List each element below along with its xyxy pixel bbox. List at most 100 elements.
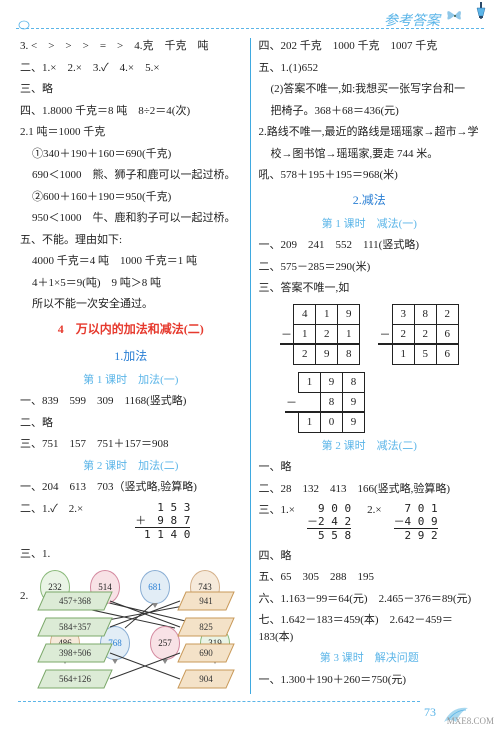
- text-line: 三、751 157 751＋157＝908: [20, 436, 242, 453]
- cell: 6: [436, 344, 458, 364]
- cell: 8: [338, 344, 360, 364]
- text-line: 二、28 132 413 166(竖式略,验算略): [259, 481, 481, 498]
- row: 7 0 1: [394, 502, 438, 515]
- cell: 9: [338, 304, 360, 324]
- page-body: 3. < > > > = > 4.克 千克 吨 二、1.× 2.× 3.✓ 4.…: [20, 38, 480, 694]
- unit-title: 4 万以内的加法和减法(二): [20, 320, 242, 338]
- cell: 8: [414, 304, 436, 324]
- text-line: 五、不能。理由如下:: [20, 232, 242, 249]
- footer-rule: [18, 701, 420, 702]
- subtraction-grid: 382 －226 156: [378, 304, 459, 365]
- lesson-title: 第 1 课时 减法(一): [259, 216, 481, 233]
- cell: [299, 392, 321, 412]
- cell: 9: [316, 344, 338, 364]
- text-line: 所以不能一次安全通过。: [20, 296, 242, 313]
- cell: 9: [343, 392, 365, 412]
- cell: 2: [436, 304, 458, 324]
- cell: 6: [436, 324, 458, 344]
- para-label: 457+368: [59, 596, 92, 606]
- watermark: MXE8.COM: [447, 716, 494, 726]
- text-line: 690＜1000 熊、狮子和鹿可以一起过桥。: [20, 167, 242, 184]
- para-label: 398+506: [59, 648, 92, 658]
- minus-sign: －: [285, 392, 299, 412]
- cell: 2: [414, 324, 436, 344]
- section-title: 2.减法: [259, 191, 481, 209]
- text-line: 4＋1×5＝9(吨) 9 吨＞8 吨: [20, 275, 242, 292]
- cell: 1: [392, 344, 414, 364]
- subtraction-grid: 198 －89 109: [285, 372, 366, 433]
- row: －4 0 9: [394, 515, 438, 528]
- cell: 2: [316, 324, 338, 344]
- lesson-title: 第 3 课时 解决问题: [259, 650, 481, 667]
- text-line: 二、1.× 2.× 3.✓ 4.× 5.×: [20, 60, 242, 77]
- text-line: 七、1.642－183＝459(本) 2.642－459＝183(本): [259, 612, 481, 645]
- lesson-title: 第 2 课时 减法(二): [259, 438, 481, 455]
- row: －2 4 2: [307, 515, 351, 528]
- section-title: 1.加法: [20, 347, 242, 365]
- text-line: 五、1.(1)652: [259, 60, 481, 77]
- addend: 1 5 3: [135, 501, 190, 514]
- para-label: 825: [200, 622, 214, 632]
- cell: 9: [321, 372, 343, 392]
- row: 5 5 8: [307, 528, 351, 542]
- text-line: 二、575－285＝290(米): [259, 259, 481, 276]
- text-line: 二、1.✓ 2.×: [20, 501, 83, 518]
- text-line: 950＜1000 牛、鹿和豹子可以一起过桥。: [20, 210, 242, 227]
- para-label: 584+357: [59, 622, 92, 632]
- text-line: ①340＋190＋160＝690(千克): [20, 146, 242, 163]
- text-line: 二、略: [20, 415, 242, 432]
- row: 2 9 2: [394, 528, 438, 542]
- balloon-match: 232 514 681 743 486 768 257 319: [20, 570, 242, 583]
- right-column: 四、202 千克 1000 千克 1007 千克 五、1.(1)652 (2)答…: [259, 38, 481, 694]
- header-rule: [16, 28, 484, 29]
- para-label: 564+126: [59, 674, 92, 684]
- text-line: 2.路线不唯一,最近的路线是瑶瑶家→超市→学: [259, 124, 481, 141]
- text-line: 六、1.163－99＝64(元) 2.465－376＝89(元): [259, 591, 481, 608]
- cell: 9: [343, 412, 365, 432]
- text-line: 4000 千克＝4 吨 1000 千克＝1 吨: [20, 253, 242, 270]
- text-line: 吼、578＋195＋195＝968(米): [259, 167, 481, 184]
- subtraction-grids: 198 －89 109: [259, 372, 481, 433]
- cell: 8: [321, 392, 343, 412]
- text-line: 把椅子。368＋68＝436(元): [259, 103, 481, 120]
- para-label: 904: [200, 674, 214, 684]
- text-line: 2.1 吨＝1000 千克: [20, 124, 242, 141]
- text-line: 一、204 613 703（竖式略,验算略): [20, 479, 242, 496]
- lesson-title: 第 1 课时 加法(一): [20, 372, 242, 389]
- minus-sign: －: [378, 324, 392, 344]
- cell: 1: [294, 324, 316, 344]
- cell: 1: [299, 412, 321, 432]
- addend: ＋ 9 8 7: [135, 514, 190, 527]
- sum: 1 1 4 0: [135, 527, 190, 541]
- para-svg: 457+368 584+357 398+506 564+126 941 825 …: [32, 590, 242, 694]
- text-line: (2)答案不唯一,如:我想买一张写字台和一: [259, 81, 481, 98]
- text-line: 五、65 305 288 195: [259, 569, 481, 586]
- text-line: 2.×: [367, 502, 381, 519]
- page-number: 73: [424, 705, 436, 720]
- cell: 1: [338, 324, 360, 344]
- cell: 8: [343, 372, 365, 392]
- text-line: 三、1.: [20, 546, 242, 563]
- text-line: ②600＋160＋190＝950(千克): [20, 189, 242, 206]
- text-line: 一、略: [259, 459, 481, 476]
- vertical-addition: 1 5 3 ＋ 9 8 7 1 1 4 0: [135, 501, 190, 542]
- cell: 2: [392, 324, 414, 344]
- text-line: 四、202 千克 1000 千克 1007 千克: [259, 38, 481, 55]
- text-line: 三、1.×: [259, 502, 295, 519]
- lamp-icon: [474, 2, 488, 30]
- vertical-subtraction: 9 0 0 －2 4 2 5 5 8: [307, 502, 351, 543]
- header-title: 参考答案: [384, 10, 440, 30]
- butterfly-icon: [446, 8, 464, 24]
- para-label: 941: [200, 596, 214, 606]
- row: 9 0 0: [307, 502, 351, 515]
- cell: 2: [294, 344, 316, 364]
- cell: 4: [294, 304, 316, 324]
- text-line: 三、略: [20, 81, 242, 98]
- column-divider: [250, 38, 251, 694]
- text-line: 四、略: [259, 548, 481, 565]
- text-line: 校→图书馆→瑶瑶家,要走 744 米。: [259, 146, 481, 163]
- text-line: 3. < > > > = > 4.克 千克 吨: [20, 38, 242, 55]
- subtraction-grids: 419 －121 298 382 －226 156: [259, 304, 481, 365]
- cell: 1: [316, 304, 338, 324]
- vertical-subtraction: 7 0 1 －4 0 9 2 9 2: [394, 502, 438, 543]
